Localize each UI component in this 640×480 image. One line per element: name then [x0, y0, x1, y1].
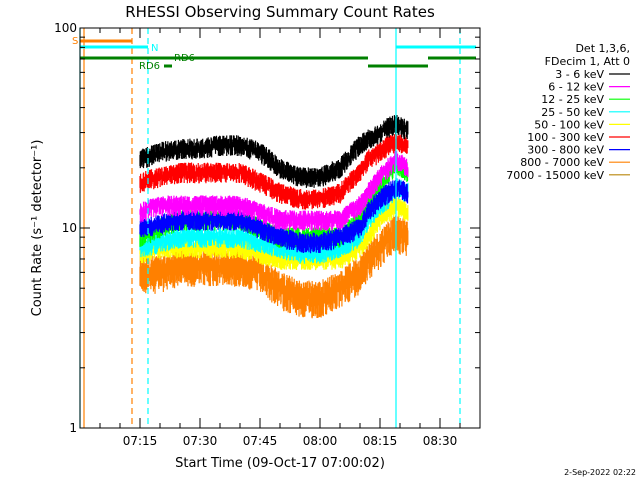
- series-6-12keV-trace: [139, 150, 409, 231]
- y-axis-label: Count Rate (s⁻¹ detector⁻¹): [30, 140, 45, 317]
- x-tick-label-4: 08:15: [363, 434, 398, 448]
- series-800-7000keV-trace: [139, 215, 409, 319]
- legend-label-3: 25 - 50 keV: [541, 106, 604, 119]
- y-tick-label-2: 100: [54, 21, 77, 35]
- legend-label-2: 12 - 25 keV: [541, 93, 604, 106]
- legend-label-5: 100 - 300 keV: [527, 131, 604, 144]
- legend-header-line-1: Det 1,3,6,: [575, 42, 630, 55]
- x-axis-label: Start Time (09-Oct-17 07:00:02): [175, 456, 385, 471]
- footer-timestamp: 2-Sep-2022 02:22: [564, 468, 636, 477]
- x-tick-label-5: 08:30: [423, 434, 458, 448]
- chart-title: RHESSI Observing Summary Count Rates: [125, 3, 435, 21]
- legend-label-0: 3 - 6 keV: [555, 68, 604, 81]
- x-tick-label-1: 07:30: [183, 434, 218, 448]
- y-tick-label-0: 1: [69, 421, 77, 435]
- series-100-300keV-trace: [139, 133, 409, 210]
- axes: 1 10 100 07:15 07:30 07:45 08:00 08:15 08:30: [54, 21, 481, 448]
- plot-area: S N RD6 RD6: [72, 28, 476, 428]
- annotation-label-2: RD6: [139, 61, 160, 72]
- series-3-6keV-trace: [139, 114, 409, 188]
- legend-label-4: 50 - 100 keV: [534, 118, 604, 131]
- annotation-label-0: S: [72, 36, 78, 47]
- y-tick-label-1: 10: [62, 221, 77, 235]
- legend-label-6: 300 - 800 keV: [527, 144, 604, 157]
- legend-label-7: 800 - 7000 keV: [520, 156, 604, 169]
- annotation-label-1: N: [151, 43, 158, 54]
- legend-header-line-2: FDecim 1, Att 0: [545, 55, 630, 68]
- annotation-label-3: RD6: [174, 53, 195, 64]
- legend-label-1: 6 - 12 keV: [548, 81, 604, 94]
- x-tick-label-0: 07:15: [123, 434, 158, 448]
- x-tick-label-3: 08:00: [303, 434, 338, 448]
- series-300-800keV-trace: [139, 177, 409, 254]
- x-tick-label-2: 07:45: [243, 434, 278, 448]
- legend-label-8: 7000 - 15000 keV: [506, 169, 604, 182]
